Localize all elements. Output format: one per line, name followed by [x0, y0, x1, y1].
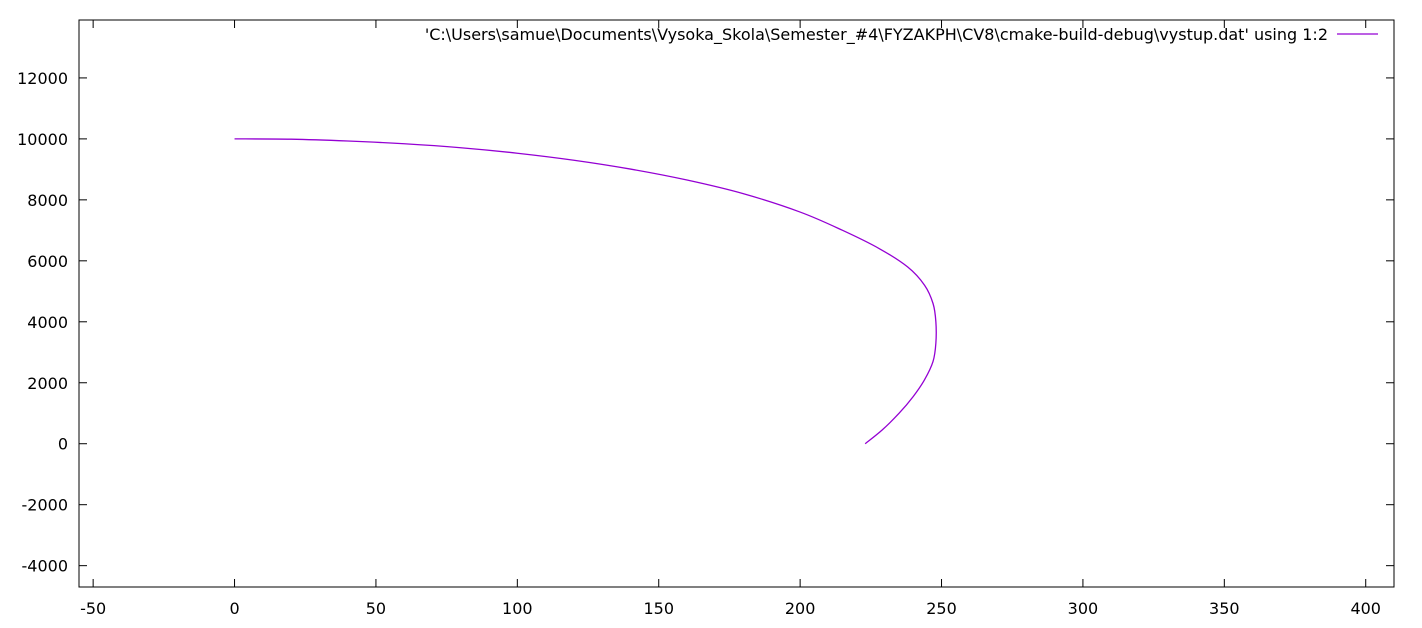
- y-tick-label: 6000: [27, 252, 68, 271]
- y-tick-label: -4000: [22, 557, 69, 576]
- y-tick-label: 2000: [27, 374, 68, 393]
- y-tick-label: -2000: [22, 496, 69, 515]
- x-tick-label: 400: [1350, 599, 1381, 618]
- y-tick-label: 10000: [17, 130, 68, 149]
- y-tick-label: 12000: [17, 69, 68, 88]
- y-tick-label: 8000: [27, 191, 68, 210]
- series-layer: [234, 138, 937, 445]
- x-tick-label: 0: [229, 599, 239, 618]
- x-tick-label: 250: [926, 599, 957, 618]
- plot-frame: [78, 19, 1395, 588]
- x-tick-label: 50: [366, 599, 386, 618]
- x-tick-label: -50: [80, 599, 106, 618]
- y-tick-label: 0: [58, 435, 68, 454]
- x-tick-label: 100: [502, 599, 533, 618]
- legend: 'C:\Users\samue\Documents\Vysoka_Skola\S…: [425, 25, 1378, 45]
- x-tick-label: 300: [1068, 599, 1099, 618]
- x-tick-label: 200: [785, 599, 816, 618]
- y-tick-label: 4000: [27, 313, 68, 332]
- series-line: [234, 138, 937, 445]
- x-tick-label: 350: [1209, 599, 1240, 618]
- tick-marks: [79, 20, 1394, 587]
- legend-label: 'C:\Users\samue\Documents\Vysoka_Skola\S…: [425, 25, 1328, 45]
- x-tick-label: 150: [643, 599, 674, 618]
- tick-labels: -50 0 50 100 150 200 250 300 350 400 -4000 -2000 0 20…: [17, 69, 1381, 618]
